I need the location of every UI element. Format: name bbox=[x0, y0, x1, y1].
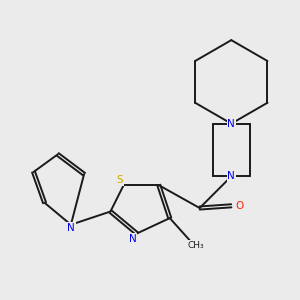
Text: N: N bbox=[227, 118, 235, 129]
Text: N: N bbox=[227, 171, 235, 182]
Text: O: O bbox=[235, 201, 243, 211]
Text: CH₃: CH₃ bbox=[188, 241, 205, 250]
Text: N: N bbox=[67, 223, 75, 233]
Text: N: N bbox=[128, 234, 136, 244]
Text: S: S bbox=[117, 175, 123, 185]
